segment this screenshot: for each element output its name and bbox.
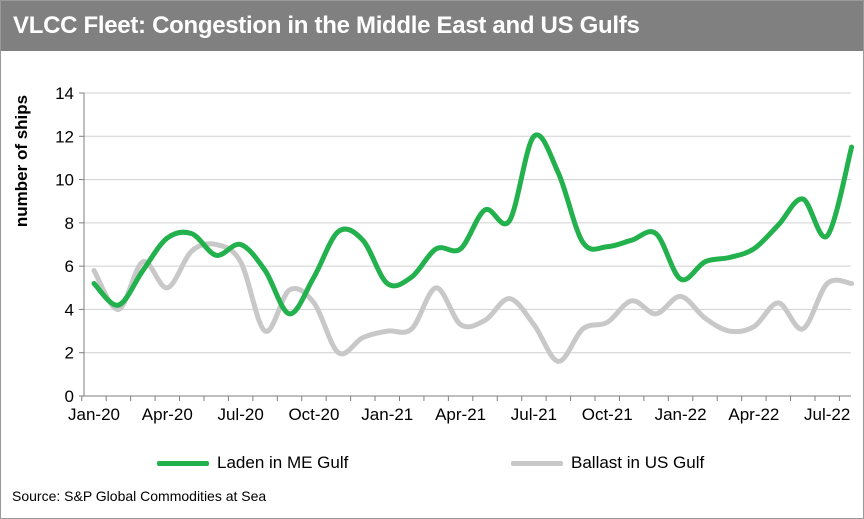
title-bar: VLCC Fleet: Congestion in the Middle Eas… bbox=[1, 1, 863, 51]
tick-labels: 0 2 4 6 8 10 12 14 Jan-20 Apr-20 Jul-20 Oct-20 Jan-2… bbox=[55, 84, 850, 424]
x-tick-label: Apr-22 bbox=[728, 405, 779, 424]
x-tick-label: Jul-20 bbox=[217, 405, 263, 424]
legend-label-laden: Laden in ME Gulf bbox=[217, 453, 349, 472]
y-tick-label: 6 bbox=[65, 257, 74, 276]
x-tick-label: Apr-20 bbox=[142, 405, 193, 424]
y-tick-label: 4 bbox=[65, 300, 74, 319]
series-line-laden bbox=[91, 132, 855, 317]
y-tick-label: 8 bbox=[65, 214, 74, 233]
y-tick-label: 10 bbox=[55, 171, 74, 190]
x-tick-label: Jan-22 bbox=[655, 405, 707, 424]
x-tick-label: Jul-22 bbox=[804, 405, 850, 424]
source-note: Source: S&P Global Commodities at Sea bbox=[12, 488, 267, 504]
y-tick-label: 12 bbox=[55, 127, 74, 146]
x-tick-label: Jan-21 bbox=[361, 405, 413, 424]
chart-title: VLCC Fleet: Congestion in the Middle Eas… bbox=[13, 12, 640, 39]
y-tick-label: 2 bbox=[65, 344, 74, 363]
x-tick-label: Oct-21 bbox=[582, 405, 633, 424]
x-tick-label: Oct-20 bbox=[288, 405, 339, 424]
y-axis-label: number of ships bbox=[12, 95, 31, 227]
y-tick-label: 0 bbox=[65, 387, 74, 406]
y-tick-label: 14 bbox=[55, 84, 74, 103]
gridlines bbox=[84, 92, 851, 354]
x-tick-label: Apr-21 bbox=[435, 405, 486, 424]
legend-label-ballast: Ballast in US Gulf bbox=[571, 453, 705, 472]
series-line-ballast bbox=[91, 241, 855, 364]
legend-swatch-laden bbox=[157, 461, 209, 466]
axes bbox=[79, 92, 851, 401]
series-lines bbox=[91, 132, 855, 364]
x-tick-label: Jan-20 bbox=[68, 405, 120, 424]
x-tick-label: Jul-21 bbox=[511, 405, 557, 424]
legend-swatch-ballast bbox=[511, 461, 563, 466]
